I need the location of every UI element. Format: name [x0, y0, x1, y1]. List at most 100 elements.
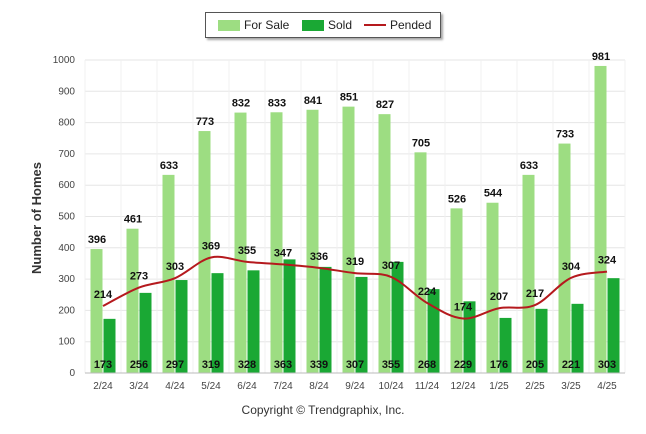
bar-for-sale [162, 174, 175, 373]
bar-sold [499, 317, 512, 373]
bar-for-sale [306, 109, 319, 373]
data-label-for-sale: 851 [340, 92, 358, 104]
data-label-sold: 339 [310, 359, 328, 371]
data-label-sold: 319 [202, 359, 220, 371]
y-tick-label: 500 [58, 212, 75, 223]
data-label-pended: 336 [310, 251, 328, 263]
data-label-sold: 363 [274, 359, 292, 371]
bar-for-sale [558, 143, 571, 373]
data-label-sold: 221 [562, 359, 580, 371]
bar-sold [283, 259, 296, 373]
bar-for-sale [414, 152, 427, 373]
data-label-pended: 369 [202, 241, 220, 253]
bar-sold [607, 278, 620, 373]
x-tick-label: 11/24 [415, 381, 440, 392]
x-tick-label: 2/24 [93, 381, 113, 392]
bar-for-sale [450, 208, 463, 373]
series-line-pended [102, 255, 608, 320]
x-tick-label: 6/24 [237, 381, 257, 392]
bar-for-sale [342, 106, 355, 374]
x-tick-label: 2/25 [525, 381, 545, 392]
x-tick-label: 9/24 [345, 381, 365, 392]
bar-for-sale [234, 112, 247, 374]
y-tick-label: 700 [58, 149, 75, 160]
x-tick-label: 7/24 [273, 381, 293, 392]
data-label-for-sale: 833 [268, 97, 286, 109]
x-tick-label: 10/24 [378, 381, 403, 392]
for-sale-swatch [218, 19, 240, 31]
data-label-pended: 217 [526, 288, 544, 300]
bar-for-sale [270, 112, 283, 374]
data-label-sold: 176 [490, 359, 508, 371]
x-tick-label: 3/25 [561, 381, 581, 392]
y-tick-label: 0 [69, 368, 75, 379]
data-label-pended: 319 [346, 256, 364, 268]
data-label-for-sale: 633 [520, 160, 538, 172]
data-label-pended: 174 [454, 302, 473, 314]
y-tick-label: 1000 [53, 55, 76, 66]
data-label-sold: 173 [94, 359, 112, 371]
data-label-for-sale: 981 [592, 51, 610, 63]
bar-for-sale [522, 174, 535, 373]
data-label-pended: 214 [94, 289, 113, 301]
legend-label-for-sale: For Sale [244, 18, 290, 32]
data-label-pended: 324 [598, 255, 617, 267]
bar-for-sale [594, 65, 607, 374]
data-label-pended: 304 [562, 261, 581, 273]
x-tick-label: 5/24 [201, 381, 221, 392]
data-label-for-sale: 832 [232, 98, 250, 110]
data-label-for-sale: 544 [484, 188, 503, 200]
data-label-sold: 303 [598, 359, 616, 371]
data-label-for-sale: 705 [412, 137, 430, 149]
bar-for-sale [198, 131, 211, 373]
data-label-pended: 355 [238, 245, 256, 257]
legend-label-sold: Sold [328, 18, 353, 32]
legend-label-pended: Pended [390, 18, 432, 32]
data-label-sold: 229 [454, 359, 472, 371]
y-tick-label: 400 [58, 243, 75, 254]
y-tick-label: 900 [58, 86, 75, 97]
data-label-for-sale: 633 [160, 160, 178, 172]
bar-sold [139, 292, 152, 373]
data-label-for-sale: 396 [88, 234, 106, 246]
y-axis-title: Number of Homes [29, 162, 44, 274]
data-label-for-sale: 526 [448, 193, 466, 205]
bar-sold [247, 270, 260, 373]
x-tick-label: 3/24 [129, 381, 149, 392]
data-label-for-sale: 733 [556, 129, 574, 141]
x-tick-label: 1/25 [489, 381, 509, 392]
data-label-sold: 256 [130, 359, 148, 371]
bar-sold [355, 276, 368, 373]
bar-sold [175, 280, 188, 373]
data-label-sold: 328 [238, 359, 256, 371]
data-label-sold: 297 [166, 359, 184, 371]
data-label-sold: 268 [418, 359, 436, 371]
bar-for-sale [90, 249, 103, 373]
chart-legend: For Sale Sold Pended [205, 12, 441, 38]
data-label-pended: 207 [490, 291, 508, 303]
y-tick-label: 300 [58, 274, 75, 285]
y-tick-label: 600 [58, 180, 75, 191]
copyright-text: Copyright © Trendgraphix, Inc. [241, 403, 405, 417]
data-label-for-sale: 461 [124, 214, 142, 226]
y-tick-label: 200 [58, 305, 75, 316]
data-label-for-sale: 827 [376, 99, 394, 111]
data-label-sold: 355 [382, 359, 400, 371]
x-tick-label: 8/24 [309, 381, 329, 392]
bar-sold [535, 308, 548, 373]
data-label-pended: 224 [418, 286, 437, 298]
bar-for-sale [378, 114, 391, 374]
bar-sold [103, 318, 116, 373]
x-tick-label: 4/24 [165, 381, 185, 392]
legend-item-sold: Sold [302, 18, 352, 32]
data-label-sold: 205 [526, 359, 544, 371]
data-label-for-sale: 773 [196, 116, 214, 128]
legend-item-for-sale: For Sale [218, 18, 289, 32]
x-tick-label: 12/24 [450, 381, 475, 392]
y-tick-label: 100 [58, 337, 75, 348]
data-label-pended: 347 [274, 247, 292, 259]
bar-sold [571, 303, 584, 373]
data-label-pended: 307 [382, 260, 400, 272]
data-label-pended: 303 [166, 261, 184, 273]
